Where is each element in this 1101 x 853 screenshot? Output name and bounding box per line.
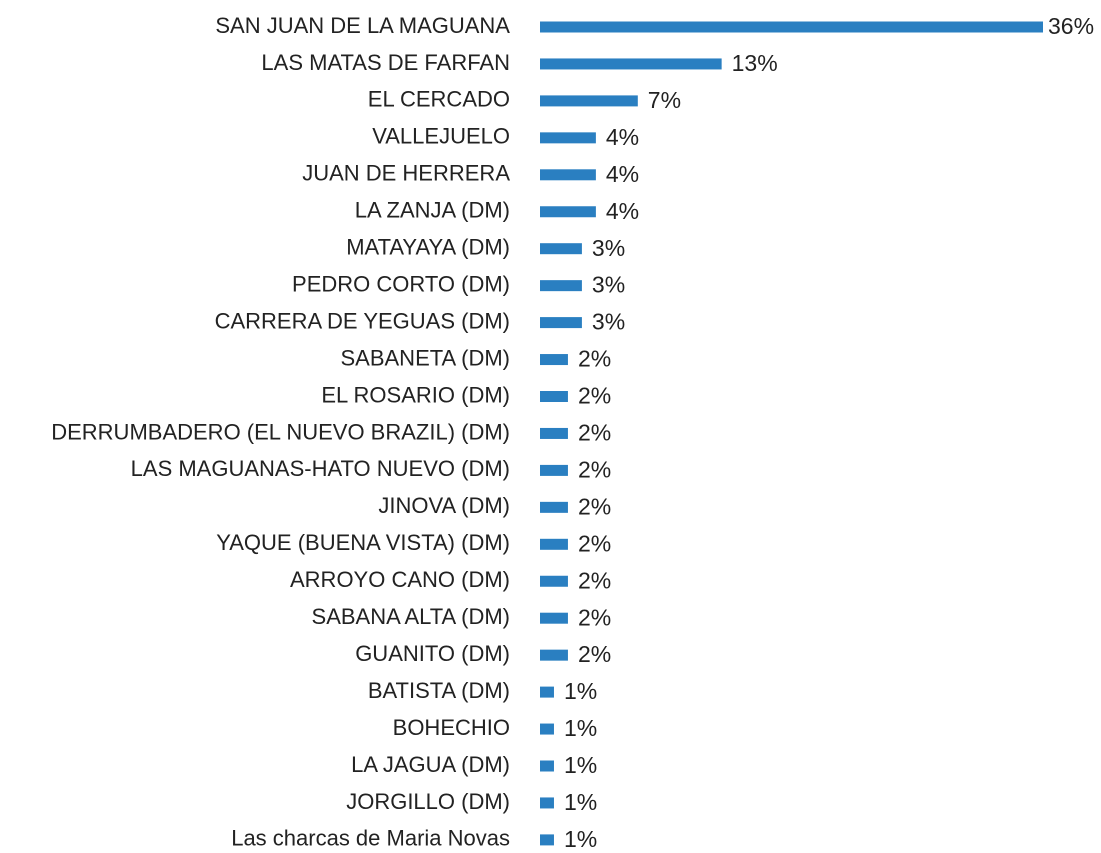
- bar: [540, 206, 596, 218]
- bar: [540, 58, 722, 70]
- category-label: LA ZANJA (DM): [355, 198, 510, 223]
- value-label: 7%: [648, 87, 681, 113]
- bar: [540, 317, 582, 329]
- category-label: SABANETA (DM): [340, 345, 510, 370]
- category-label: JINOVA (DM): [378, 493, 510, 518]
- category-label: BATISTA (DM): [368, 678, 510, 703]
- category-label: CARRERA DE YEGUAS (DM): [215, 308, 510, 333]
- bar: [540, 797, 554, 809]
- category-label: LAS MAGUANAS-HATO NUEVO (DM): [131, 456, 510, 481]
- value-label: 3%: [592, 272, 625, 298]
- bar: [540, 834, 554, 846]
- value-label: 2%: [578, 346, 611, 372]
- category-label: GUANITO (DM): [355, 641, 510, 666]
- value-label: 1%: [564, 789, 597, 815]
- value-label: 2%: [578, 604, 611, 630]
- value-label: 1%: [564, 715, 597, 741]
- bar: [540, 95, 638, 107]
- value-label: 2%: [578, 493, 611, 519]
- value-label: 1%: [564, 826, 597, 852]
- value-label: 2%: [578, 641, 611, 667]
- category-label: EL CERCADO: [368, 87, 510, 112]
- bar: [540, 280, 582, 292]
- value-label: 2%: [578, 456, 611, 482]
- bar: [540, 760, 554, 772]
- value-label: 4%: [606, 198, 639, 224]
- category-label: PEDRO CORTO (DM): [292, 271, 510, 296]
- category-label: DERRUMBADERO (EL NUEVO BRAZIL) (DM): [51, 419, 510, 444]
- bar: [540, 464, 568, 476]
- value-label: 4%: [606, 161, 639, 187]
- bar: [540, 21, 1043, 33]
- category-label: LA JAGUA (DM): [351, 752, 510, 777]
- bar: [540, 612, 568, 624]
- value-label: 2%: [578, 420, 611, 446]
- category-label: EL ROSARIO (DM): [321, 382, 510, 407]
- bar: [540, 501, 568, 513]
- value-label: 1%: [564, 752, 597, 778]
- bar: [540, 538, 568, 550]
- category-label: Las charcas de Maria Novas: [231, 826, 510, 851]
- bar: [540, 132, 596, 144]
- bar: [540, 427, 568, 439]
- value-label: 2%: [578, 567, 611, 593]
- category-label: JUAN DE HERRERA: [302, 161, 510, 186]
- bar: [540, 169, 596, 181]
- category-label: BOHECHIO: [393, 715, 510, 740]
- bar: [540, 723, 554, 735]
- category-label: VALLEJUELO: [372, 124, 510, 149]
- value-label: 13%: [732, 50, 778, 76]
- bar: [540, 391, 568, 402]
- category-label: JORGILLO (DM): [346, 789, 510, 814]
- value-label: 1%: [564, 678, 597, 704]
- category-label: YAQUE (BUENA VISTA) (DM): [216, 530, 510, 555]
- value-label: 2%: [578, 383, 611, 409]
- bar: [540, 649, 568, 661]
- value-label: 36%: [1048, 13, 1094, 39]
- category-label: LAS MATAS DE FARFAN: [261, 50, 510, 75]
- bar: [540, 243, 582, 255]
- value-label: 2%: [578, 530, 611, 556]
- value-label: 3%: [592, 309, 625, 335]
- category-label: ARROYO CANO (DM): [290, 567, 510, 592]
- category-label: SAN JUAN DE LA MAGUANA: [215, 13, 510, 38]
- bar: [540, 354, 568, 366]
- category-label: SABANA ALTA (DM): [312, 604, 510, 629]
- bar: [540, 686, 554, 698]
- category-label: MATAYAYA (DM): [346, 235, 510, 260]
- value-label: 4%: [606, 124, 639, 150]
- value-label: 3%: [592, 235, 625, 261]
- bar: [540, 575, 568, 587]
